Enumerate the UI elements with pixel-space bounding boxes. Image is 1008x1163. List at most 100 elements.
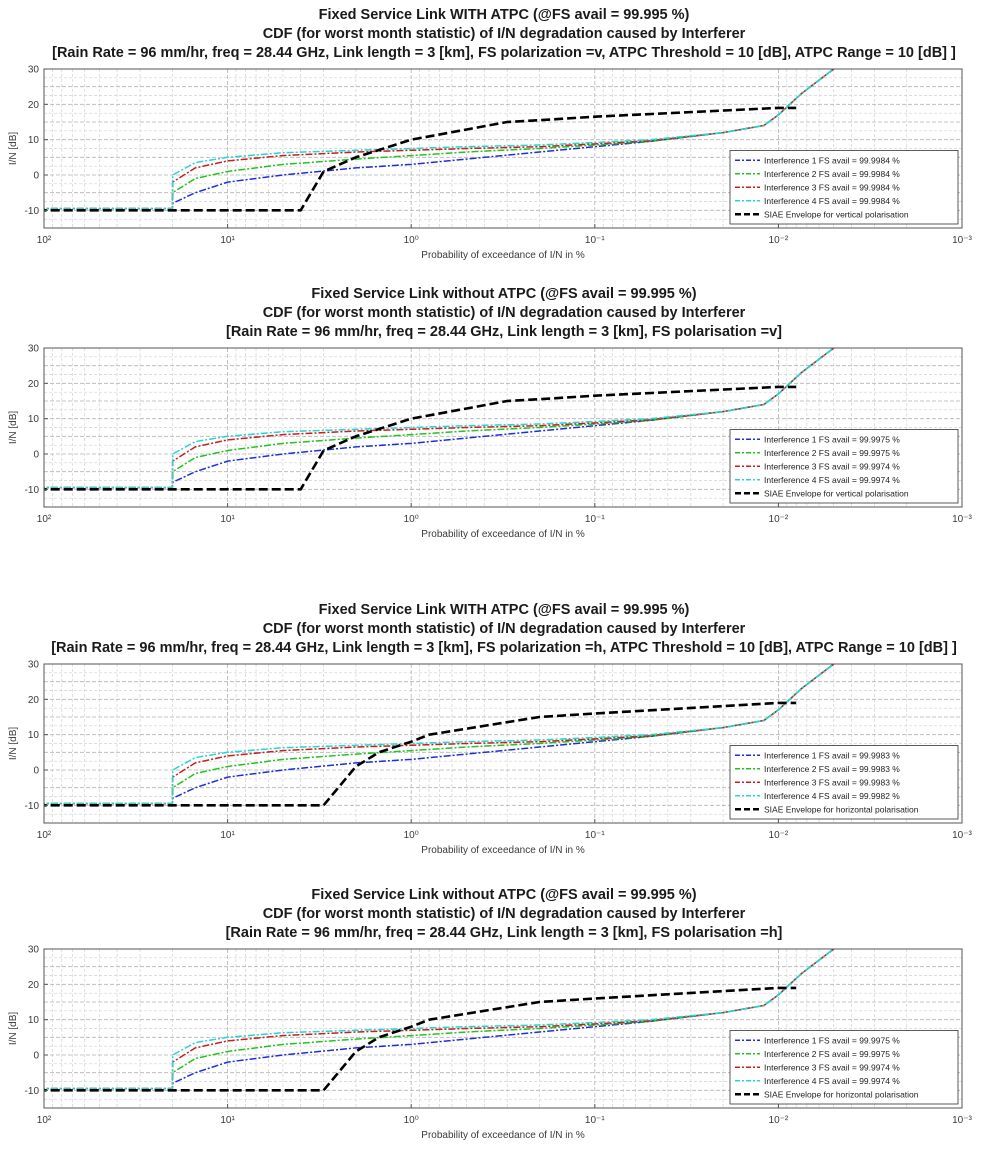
chart-title: Fixed Service Link without ATPC (@FS ava… (311, 887, 697, 903)
x-tick-label: 10¹ (220, 514, 235, 525)
y-tick-label: 0 (33, 171, 39, 182)
y-tick-label: 30 (28, 344, 40, 355)
legend-box (729, 745, 959, 820)
legend-entry: Interference 3 FS avail = 99.9983 % (764, 777, 900, 787)
x-tick-label: 10⁻¹ (585, 830, 605, 841)
chart-subtitle: CDF (for worst month statistic) of I/N d… (262, 621, 746, 637)
legend-entry: SIAE Envelope for horizontal polarisatio… (764, 804, 919, 814)
legend-entry: SIAE Envelope for vertical polarisation (764, 209, 909, 219)
legend-entry: Interference 1 FS avail = 99.9984 % (764, 155, 900, 165)
y-tick-label: 10 (28, 414, 40, 425)
legend-entry: Interference 4 FS avail = 99.9974 % (764, 1076, 900, 1086)
chart-titles: Fixed Service Link WITH ATPC (@FS avail … (0, 601, 1008, 658)
x-tick-label: 10⁻³ (952, 235, 972, 246)
legend: Interference 1 FS avail = 99.9984 % Inter… (729, 150, 959, 225)
y-tick-label: 10 (28, 135, 40, 146)
x-tick-label: 10¹ (220, 1115, 235, 1126)
series-line-4 (44, 949, 835, 1090)
legend-box (729, 429, 959, 504)
y-tick-label: 30 (28, 660, 40, 671)
chart-title: Fixed Service Link without ATPC (@FS ava… (311, 286, 697, 302)
chart-panel-4: Fixed Service Link without ATPC (@FS ava… (0, 886, 1008, 1141)
x-tick-label: 10² (37, 830, 52, 841)
axes-frame (43, 663, 963, 824)
legend-entry: Interference 1 FS avail = 99.9983 % (764, 750, 900, 760)
axes-frame (43, 347, 963, 508)
chart-title: Fixed Service Link WITH ATPC (@FS avail … (318, 602, 690, 618)
x-tick-label: 10⁰ (404, 235, 419, 246)
series-group (44, 664, 835, 807)
legend-entry: Interference 2 FS avail = 99.9983 % (764, 764, 900, 774)
x-axis-label: Probability of exceedance of I/N in % (421, 529, 585, 540)
legend-entry: Interference 3 FS avail = 99.9984 % (764, 182, 900, 192)
x-tick-label: 10⁻³ (952, 514, 972, 525)
y-axis-label: I/N [dB] (8, 132, 19, 166)
y-tick-label: 10 (28, 730, 40, 741)
chart-subtitle: CDF (for worst month statistic) of I/N d… (262, 305, 746, 321)
legend-entry: Interference 2 FS avail = 99.9975 % (764, 448, 900, 458)
y-tick-label: 0 (33, 1051, 39, 1062)
chart-params: [Rain Rate = 96 mm/hr, freq = 28.44 GHz,… (52, 45, 956, 61)
series-line-5 (44, 106, 797, 212)
y-tick-label: 10 (28, 1015, 40, 1026)
series-line-4 (44, 69, 835, 210)
x-tick-label: 10⁻² (769, 830, 789, 841)
x-tick-label: 10⁻¹ (585, 514, 605, 525)
chart-plot-4: 10² 10¹ 10⁰ 10⁻¹ 10⁻² 10⁻³ -10 0 10 20 30 Probabili… (8, 945, 973, 1142)
series-line-5 (44, 701, 797, 807)
x-tick-label: 10⁻¹ (585, 235, 605, 246)
major-grid (43, 68, 963, 229)
x-tick-label: 10⁻³ (952, 1115, 972, 1126)
legend-entry: Interference 2 FS avail = 99.9984 % (764, 169, 900, 179)
legend-entry: Interference 3 FS avail = 99.9974 % (764, 1062, 900, 1072)
legend-entry: Interference 1 FS avail = 99.9975 % (764, 434, 900, 444)
chart-params: [Rain Rate = 96 mm/hr, freq = 28.44 GHz,… (226, 324, 782, 340)
legend-box (729, 1030, 959, 1105)
series-group (44, 69, 835, 212)
legend-entry: Interference 1 FS avail = 99.9975 % (764, 1035, 900, 1045)
y-tick-label: -10 (25, 801, 40, 812)
chart-panel-3: Fixed Service Link WITH ATPC (@FS avail … (0, 601, 1008, 856)
x-axis-label: Probability of exceedance of I/N in % (421, 845, 585, 856)
x-tick-label: 10⁻³ (952, 830, 972, 841)
legend: Interference 1 FS avail = 99.9975 % Inter… (729, 1030, 959, 1105)
series-line-4 (44, 348, 835, 489)
series-group (44, 949, 835, 1092)
chart-panel-2: Fixed Service Link without ATPC (@FS ava… (0, 285, 1008, 540)
y-tick-label: -10 (25, 1086, 40, 1097)
y-tick-label: 20 (28, 379, 40, 390)
x-tick-label: 10² (37, 514, 52, 525)
legend-entry: SIAE Envelope for horizontal polarisatio… (764, 1089, 919, 1099)
y-axis-label: I/N [dB] (8, 1012, 19, 1046)
legend: Interference 1 FS avail = 99.9975 % Inter… (729, 429, 959, 504)
y-tick-label: -10 (25, 206, 40, 217)
x-tick-label: 10⁰ (404, 1115, 419, 1126)
chart-plot-2: 10² 10¹ 10⁰ 10⁻¹ 10⁻² 10⁻³ -10 0 10 20 30 Probabili… (8, 344, 973, 541)
chart-titles: Fixed Service Link WITH ATPC (@FS avail … (0, 6, 1008, 63)
chart-plot-3: 10² 10¹ 10⁰ 10⁻¹ 10⁻² 10⁻³ -10 0 10 20 30 Probabili… (8, 660, 973, 857)
chart-titles: Fixed Service Link without ATPC (@FS ava… (0, 886, 1008, 943)
x-tick-label: 10⁻² (769, 514, 789, 525)
x-tick-label: 10¹ (220, 830, 235, 841)
chart-subtitle: CDF (for worst month statistic) of I/N d… (262, 26, 746, 42)
x-tick-label: 10⁻² (769, 235, 789, 246)
x-tick-label: 10⁰ (404, 830, 419, 841)
series-line-5 (44, 986, 797, 1092)
series-line-4 (44, 664, 835, 805)
y-axis-label: I/N [dB] (8, 411, 19, 445)
y-tick-label: -10 (25, 485, 40, 496)
x-tick-label: 10⁻¹ (585, 1115, 605, 1126)
chart-params: [Rain Rate = 96 mm/hr, freq = 28.44 GHz,… (225, 925, 783, 941)
x-tick-label: 10² (37, 235, 52, 246)
chart-titles: Fixed Service Link without ATPC (@FS ava… (0, 285, 1008, 342)
chart-plot-1: 10² 10¹ 10⁰ 10⁻¹ 10⁻² 10⁻³ -10 0 10 20 30 Probabili… (8, 65, 973, 262)
y-tick-label: 20 (28, 695, 40, 706)
legend-entry: Interference 4 FS avail = 99.9982 % (764, 791, 900, 801)
legend-entry: Interference 2 FS avail = 99.9975 % (764, 1049, 900, 1059)
x-tick-label: 10⁰ (404, 514, 419, 525)
chart-params: [Rain Rate = 96 mm/hr, freq = 28.44 GHz,… (51, 640, 957, 656)
chart-panel-1: Fixed Service Link WITH ATPC (@FS avail … (0, 6, 1008, 261)
y-tick-label: 20 (28, 100, 40, 111)
x-tick-label: 10² (37, 1115, 52, 1126)
